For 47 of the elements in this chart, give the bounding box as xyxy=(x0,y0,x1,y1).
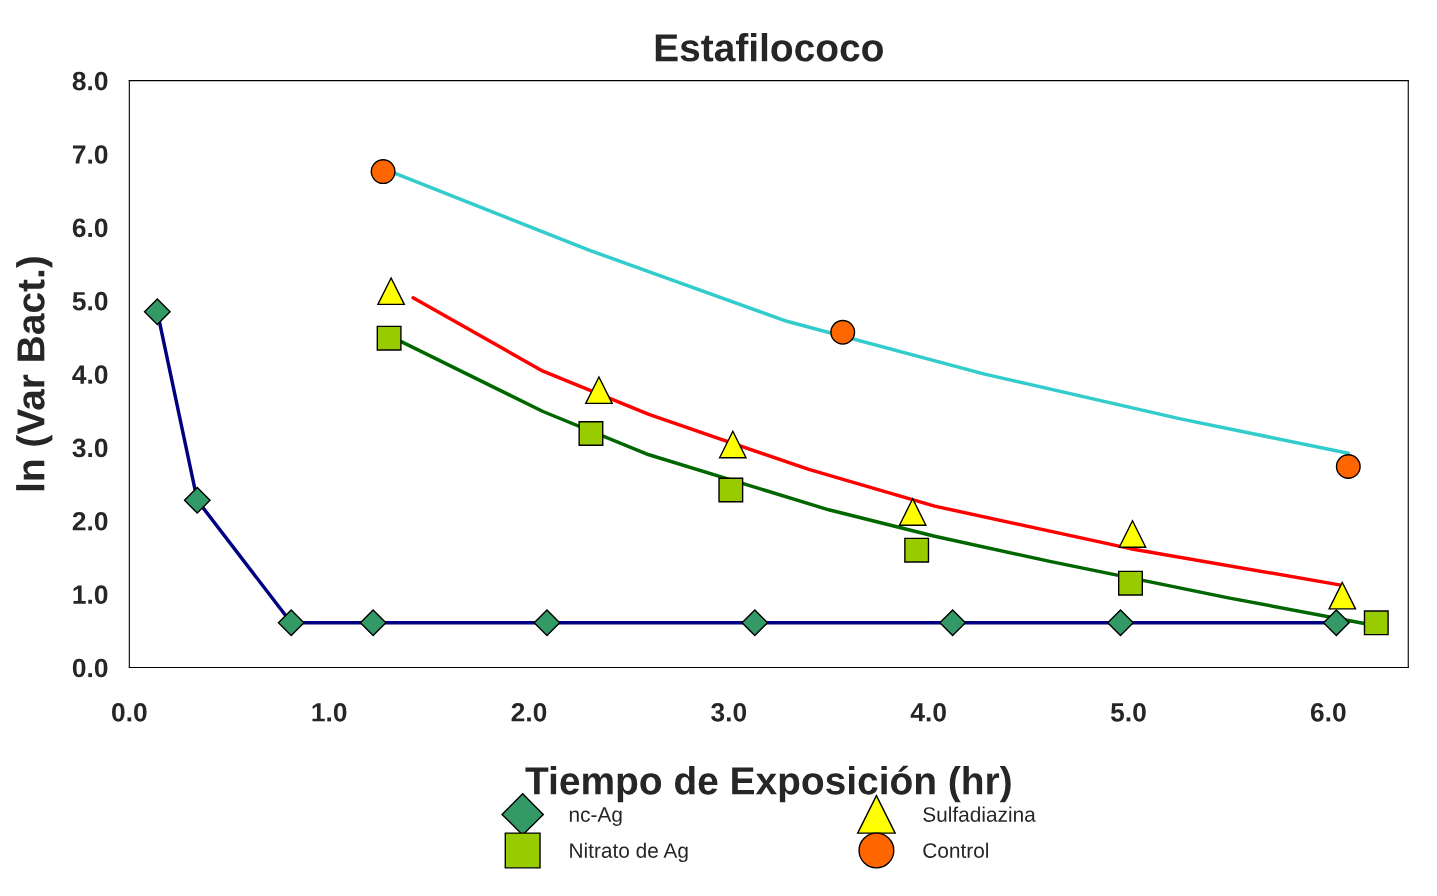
y-tick-label: 5.0 xyxy=(72,291,108,311)
x-tick-label: 0.0 xyxy=(112,702,147,722)
point xyxy=(1118,520,1147,548)
point xyxy=(359,609,387,637)
y-tick-label: 8.0 xyxy=(72,71,108,91)
point xyxy=(939,609,967,637)
point xyxy=(718,430,747,459)
point xyxy=(277,609,305,637)
point xyxy=(1322,609,1350,637)
y-tick-label: 0.0 xyxy=(72,658,108,678)
point xyxy=(1107,609,1134,637)
point xyxy=(143,298,171,326)
x-tick-label: 1.0 xyxy=(312,702,347,722)
x-tick-label: 5.0 xyxy=(1110,702,1146,722)
x-axis-title: Tiempo de Exposición (hr) xyxy=(525,765,1011,803)
point xyxy=(376,325,402,351)
point xyxy=(741,609,769,637)
point xyxy=(718,477,744,503)
legend-label: Control xyxy=(923,842,989,858)
point xyxy=(898,498,927,526)
point xyxy=(370,159,396,185)
legend-label: nc-Ag xyxy=(569,807,622,826)
x-tick-label: 4.0 xyxy=(910,702,946,722)
y-tick-label: 1.0 xyxy=(73,585,108,604)
point xyxy=(585,376,613,405)
point xyxy=(1117,570,1143,596)
y-tick-label: 7.0 xyxy=(72,145,108,164)
point xyxy=(183,486,211,514)
chart-title: Estafilococo xyxy=(655,33,883,62)
y-tick-label: 2.0 xyxy=(72,511,108,531)
point xyxy=(904,537,930,563)
y-tick-label: 4.0 xyxy=(72,365,108,384)
point xyxy=(830,319,856,345)
point xyxy=(578,421,604,447)
point xyxy=(1335,454,1361,480)
point xyxy=(533,609,561,637)
legend-label: Sulfadiazina xyxy=(923,806,1036,822)
y-axis-title: ln (Var Bact.) xyxy=(16,257,53,491)
y-tick-label: 3.0 xyxy=(72,438,108,458)
x-tick-label: 2.0 xyxy=(511,702,547,722)
point xyxy=(1328,581,1357,610)
x-tick-label: 6.0 xyxy=(1310,702,1346,722)
x-tick-label: 3.0 xyxy=(711,702,747,722)
legend-label: Nitrato de Ag xyxy=(570,842,688,863)
y-tick-label: 6.0 xyxy=(72,218,108,238)
point xyxy=(1363,610,1389,636)
point xyxy=(377,277,406,306)
